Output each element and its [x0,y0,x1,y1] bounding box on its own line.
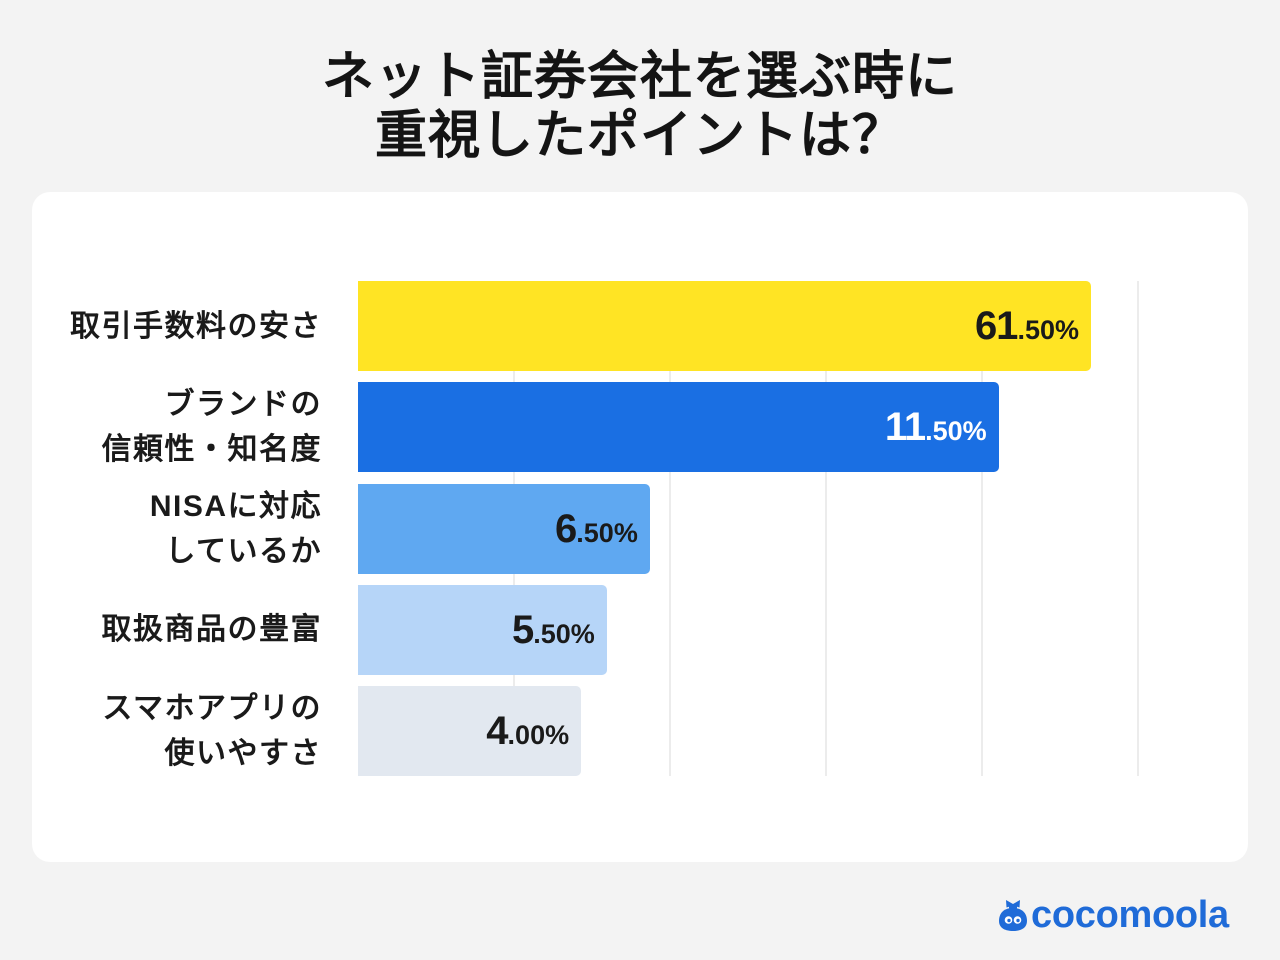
bar: 6.50% [358,483,650,574]
category-label: スマホアプリの 使いやすさ [102,692,322,770]
grid-line [669,281,671,776]
grid-line [981,281,983,776]
bar-value-label: 61.50% [975,306,1079,346]
bar-value-label: 11.50% [885,407,987,447]
bar-value-integer: 5 [511,607,534,652]
bar-value-label: 4.00% [486,711,569,751]
bar-value-integer: 4 [486,709,508,753]
money-bag-icon [999,900,1027,931]
grid-line [825,281,827,776]
logo: cocomoola [998,896,1238,936]
category-label: 取扱商品の豊富 [101,613,322,647]
bar-value-label: 6.50% [555,509,638,549]
bar: 11.50% [358,382,999,473]
money-bag-body [999,908,1027,931]
bar-value-fraction: .00% [507,720,570,750]
bar-value-fraction: .50% [925,416,987,447]
bar-value-fraction: .50% [1017,315,1079,345]
page-title-line-2: 重視したポイントは？ [374,107,905,165]
bar-value-integer: 11 [884,405,926,450]
bar-value-integer: 6 [555,506,577,551]
bar-value-fraction: .50% [576,517,638,548]
bar-value-integer: 61 [974,304,1018,348]
category-label: 取引手数料の安さ [70,309,322,343]
money-bag-pupil [1007,918,1011,923]
logo-text: cocomoola [1031,894,1229,936]
page-title: ネット証券会社を選ぶ時に 重視したポイントは？ [0,48,1280,166]
category-label: NISAに対応 しているか [149,489,322,568]
page-title-line-1: ネット証券会社を選ぶ時に [321,48,958,106]
bar: 4.00% [358,686,582,776]
bar: 5.50% [358,584,607,675]
grid-line [1137,281,1139,776]
bar: 61.50% [358,281,1091,371]
money-bag-pupil [1016,918,1020,923]
bar-value-label: 5.50% [512,610,595,650]
money-bag-neck [1009,905,1017,909]
category-label: ブランドの 信頼性・知名度 [101,388,322,467]
bar-value-fraction: .50% [533,618,595,649]
